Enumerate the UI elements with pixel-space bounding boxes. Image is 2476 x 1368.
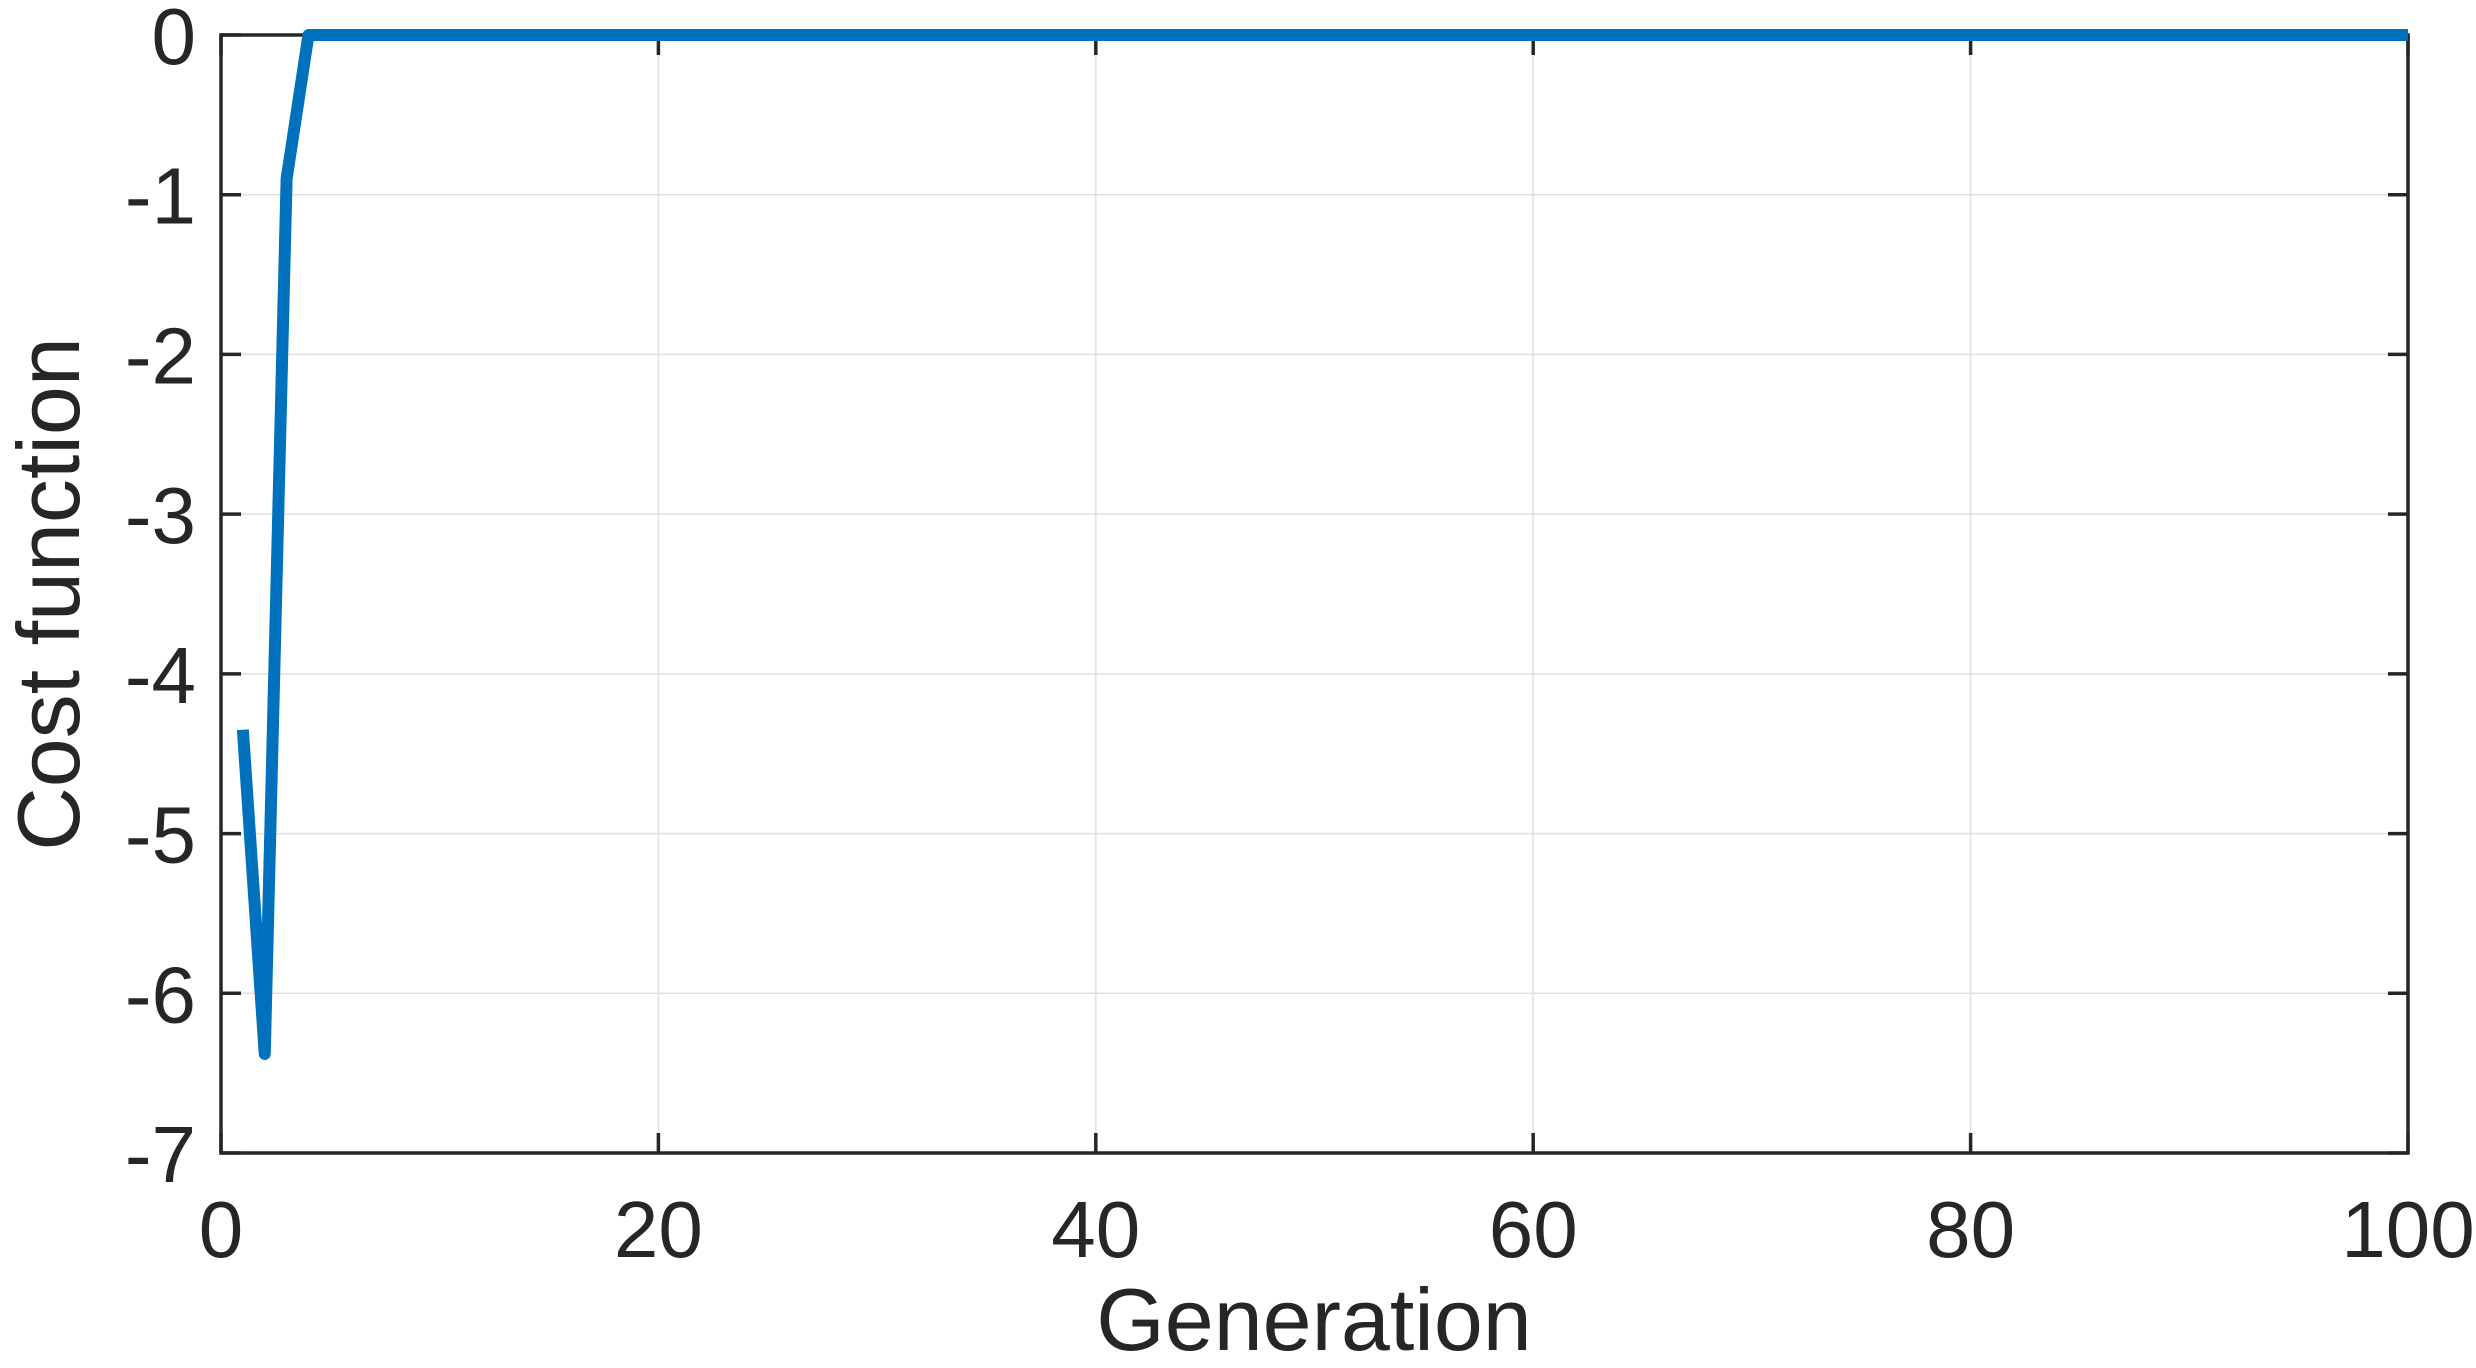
x-tick-label: 40 <box>1051 1185 1140 1274</box>
y-tick-label: -7 <box>125 1110 196 1199</box>
x-tick-label: 60 <box>1489 1185 1578 1274</box>
y-tick-label: 0 <box>152 0 197 81</box>
y-axis-label: Cost function <box>0 337 98 851</box>
x-axis-label: Generation <box>1096 1270 1532 1368</box>
cost-line <box>236 29 2408 1060</box>
axis-box <box>219 33 2410 1155</box>
x-tick-label: 0 <box>199 1185 244 1274</box>
y-tick-label: -5 <box>125 791 196 880</box>
y-tick-label: -4 <box>125 631 196 720</box>
y-tick-label: -3 <box>125 471 196 560</box>
x-tick-label: 80 <box>1926 1185 2015 1274</box>
y-tick-label: -1 <box>125 152 196 241</box>
y-tick-label: -6 <box>125 950 196 1039</box>
x-tick-label: 100 <box>2341 1185 2474 1274</box>
x-tick-label: 20 <box>614 1185 703 1274</box>
y-tick-label: -2 <box>125 311 196 400</box>
